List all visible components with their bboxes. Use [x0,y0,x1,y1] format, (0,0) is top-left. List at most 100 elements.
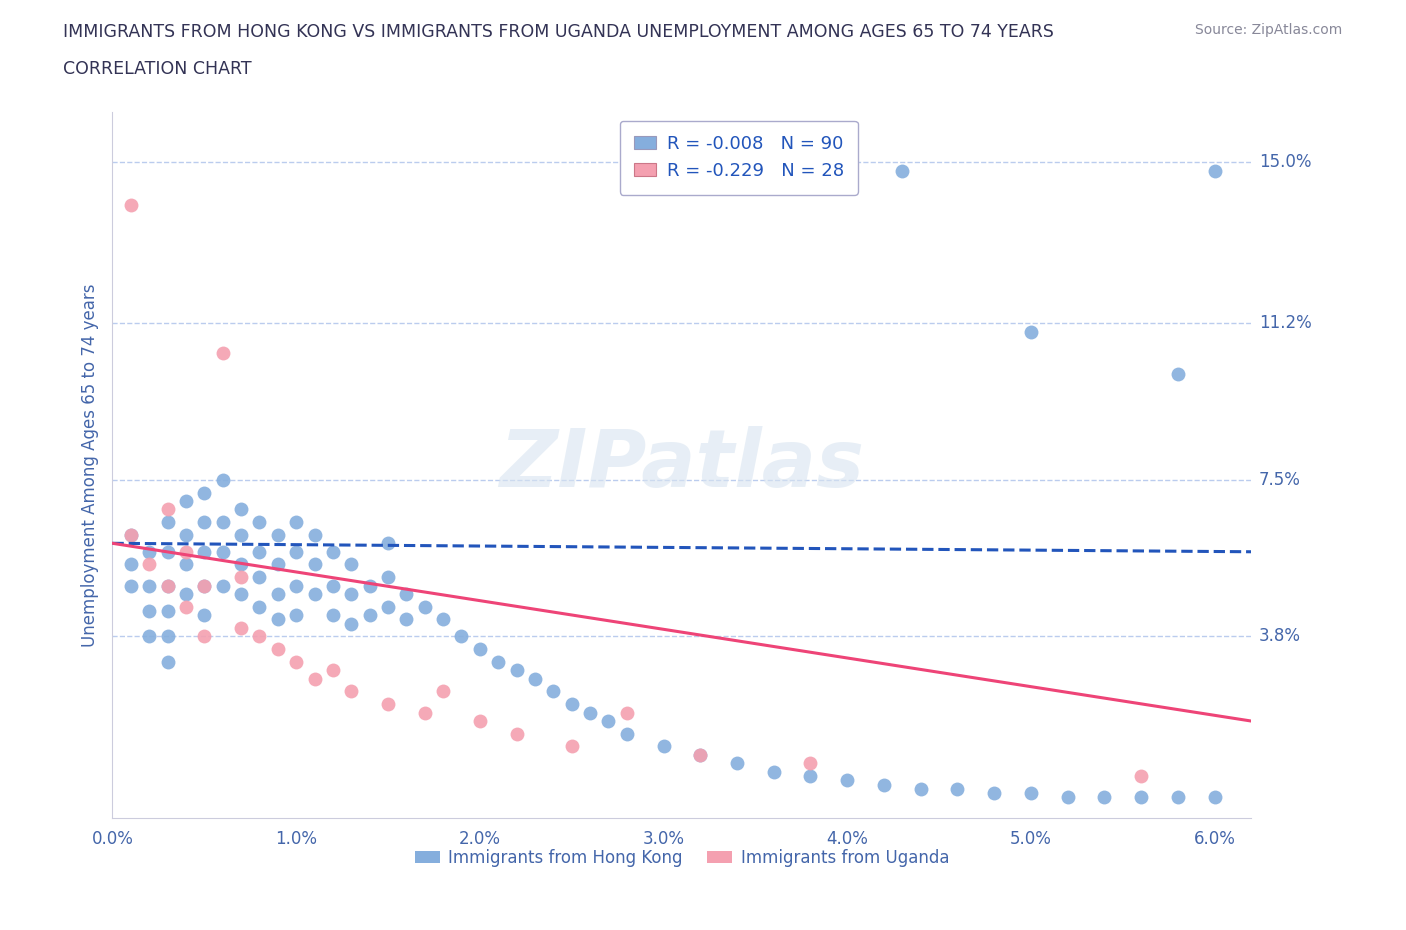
Point [120,527,142,542]
Point [138,557,160,572]
Point [285,608,308,623]
Point [156,544,179,559]
Point [229,502,252,517]
Point [249,629,271,644]
Point [174,527,197,542]
Point [322,578,344,593]
Point [193,608,215,623]
Point [156,578,179,593]
Point [340,557,363,572]
Point [377,697,399,711]
Point [156,604,179,618]
Text: Source: ZipAtlas.com: Source: ZipAtlas.com [1195,23,1343,37]
Point [561,739,583,754]
Point [211,578,233,593]
Point [616,726,638,741]
Point [138,604,160,618]
Text: 11.2%: 11.2% [1258,314,1312,332]
Point [249,599,271,614]
Point [891,164,914,179]
Point [120,527,142,542]
Point [377,570,399,585]
Point [543,684,565,698]
Point [340,587,363,602]
Point [156,578,179,593]
Point [211,345,233,360]
Point [1092,790,1115,804]
Point [249,514,271,529]
Point [395,587,418,602]
Y-axis label: Unemployment Among Ages 65 to 74 years: Unemployment Among Ages 65 to 74 years [80,284,98,646]
Point [432,684,454,698]
Point [1130,790,1153,804]
Point [1204,790,1226,804]
Point [229,570,252,585]
Point [193,485,215,500]
Point [285,514,308,529]
Point [413,599,436,614]
Point [413,705,436,720]
Point [120,557,142,572]
Point [505,663,527,678]
Point [229,620,252,635]
Point [304,557,326,572]
Text: CORRELATION CHART: CORRELATION CHART [63,60,252,78]
Point [267,587,290,602]
Point [174,544,197,559]
Point [285,578,308,593]
Point [505,726,527,741]
Point [910,781,932,796]
Legend: Immigrants from Hong Kong, Immigrants from Uganda: Immigrants from Hong Kong, Immigrants fr… [408,843,956,873]
Point [359,608,381,623]
Point [450,629,472,644]
Point [156,502,179,517]
Point [561,697,583,711]
Point [267,557,290,572]
Point [322,608,344,623]
Point [598,713,620,728]
Point [138,544,160,559]
Point [229,557,252,572]
Point [377,536,399,551]
Point [340,684,363,698]
Point [1204,164,1226,179]
Text: 3.8%: 3.8% [1258,628,1301,645]
Point [946,781,969,796]
Point [322,663,344,678]
Point [340,617,363,631]
Point [322,544,344,559]
Point [229,587,252,602]
Point [174,587,197,602]
Point [211,472,233,487]
Point [193,578,215,593]
Point [652,739,675,754]
Point [211,514,233,529]
Point [1167,366,1189,381]
Point [725,756,748,771]
Point [1019,786,1042,801]
Point [304,587,326,602]
Point [193,578,215,593]
Point [156,655,179,670]
Point [304,527,326,542]
Point [873,777,896,792]
Point [138,578,160,593]
Point [193,514,215,529]
Point [249,570,271,585]
Point [523,671,546,686]
Point [120,197,142,212]
Point [762,764,785,779]
Point [120,578,142,593]
Point [432,612,454,627]
Point [174,494,197,509]
Point [267,642,290,657]
Point [156,514,179,529]
Point [395,612,418,627]
Point [689,748,711,763]
Point [468,642,491,657]
Point [229,527,252,542]
Point [211,544,233,559]
Point [267,527,290,542]
Point [799,756,821,771]
Point [174,599,197,614]
